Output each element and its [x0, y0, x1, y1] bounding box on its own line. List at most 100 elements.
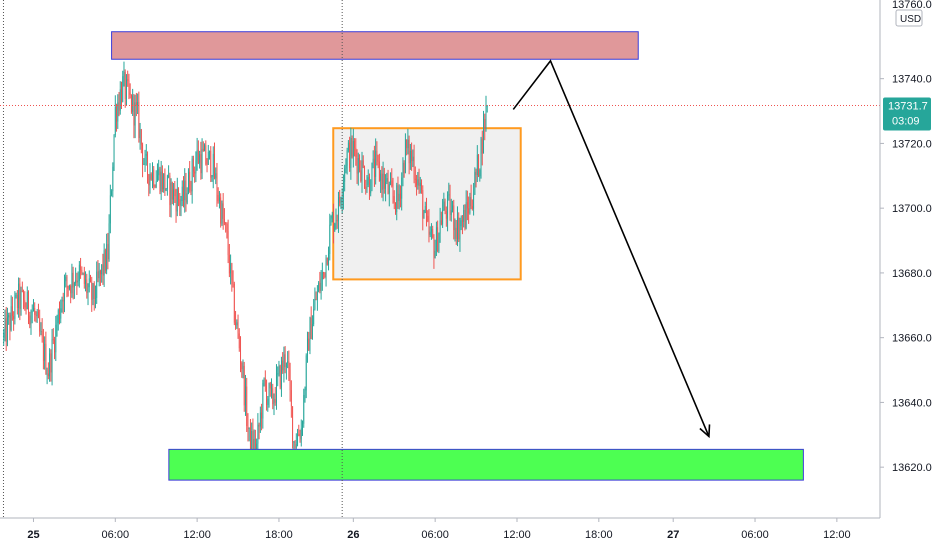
candle-body — [480, 138, 482, 170]
candle-body — [70, 285, 72, 294]
candle-body — [47, 373, 49, 377]
candle-body — [380, 173, 382, 181]
candle-body — [261, 412, 263, 419]
candle-body — [324, 272, 326, 278]
candle-body — [200, 154, 202, 174]
candle-body — [159, 168, 161, 192]
candle-body — [9, 315, 11, 331]
candle-body — [34, 308, 36, 315]
support-zone[interactable] — [168, 448, 804, 481]
candle-body — [409, 150, 411, 164]
candle-body — [391, 180, 393, 187]
candle-body — [99, 270, 101, 275]
candle-body — [96, 271, 98, 298]
candle-body — [331, 214, 333, 219]
candle-body — [106, 244, 108, 271]
candle-body — [98, 270, 100, 279]
projection-arrow[interactable] — [512, 59, 711, 439]
candle-body — [101, 264, 103, 275]
candle-body — [71, 272, 73, 294]
candle-body — [484, 118, 486, 128]
candle-body — [371, 162, 373, 191]
candle-body — [341, 196, 343, 203]
candle-body — [248, 427, 250, 429]
time-axis[interactable]: 25 06:00 12:00 18:00 26 06:00 12:00 18:00 27 06:0… — [0, 517, 932, 550]
projection-line[interactable] — [512, 59, 710, 437]
candle-body — [486, 105, 488, 107]
candle-body — [180, 201, 182, 206]
candle-body — [485, 105, 487, 128]
candle-body — [7, 317, 8, 342]
candle-body — [298, 433, 300, 436]
time-axis-bg — [0, 518, 932, 550]
candle-body — [142, 144, 144, 165]
candle-body — [318, 282, 320, 292]
time-tick-label: 12:00 — [183, 529, 211, 541]
candle-body — [135, 102, 137, 106]
candle-body — [20, 290, 22, 309]
candle-body — [226, 223, 228, 232]
candle-body — [412, 156, 414, 162]
candle-body — [357, 158, 359, 174]
candle-body — [373, 158, 375, 177]
candle-body — [311, 324, 313, 340]
candle-body — [90, 278, 91, 283]
candle-body — [64, 281, 65, 302]
candle-body — [232, 280, 234, 284]
candle-body — [360, 170, 362, 182]
candle-body — [61, 299, 63, 309]
candle-body — [483, 118, 484, 154]
candle-body — [448, 194, 450, 196]
candle-body — [204, 145, 205, 152]
candle-body — [102, 264, 104, 276]
time-tick-label: 26 — [347, 529, 359, 541]
candle-body — [421, 182, 422, 191]
candle-body — [199, 154, 201, 163]
candle-body — [113, 134, 115, 167]
candle-body — [165, 188, 167, 191]
candle-body — [469, 197, 471, 214]
candle-body — [272, 388, 274, 405]
candle-body — [463, 210, 465, 222]
candle-body — [87, 287, 89, 294]
candle-body — [238, 333, 240, 349]
price-tick-label: 13700.0 — [892, 203, 932, 215]
candle-body — [266, 386, 267, 405]
candle-body — [78, 264, 80, 281]
candle-body — [262, 382, 264, 419]
candle-body — [283, 354, 285, 371]
candle-body — [325, 257, 327, 278]
candle-body — [104, 250, 106, 271]
candle-body — [253, 438, 255, 452]
candle-body — [314, 299, 316, 310]
candle-body — [192, 158, 194, 172]
candle-body — [250, 427, 251, 455]
candle-body — [160, 171, 162, 192]
candle-body — [279, 365, 281, 388]
candle-body — [287, 361, 289, 363]
candle-body — [269, 383, 271, 389]
candle-body — [459, 226, 461, 240]
candle-body — [400, 193, 401, 199]
candle-body — [321, 272, 323, 280]
candle-body — [169, 175, 171, 206]
candle-body — [393, 196, 395, 203]
candle-body — [95, 297, 96, 299]
candle-body — [186, 193, 188, 203]
candle-body — [427, 215, 429, 221]
currency-badge[interactable] — [895, 9, 923, 27]
price-axis[interactable]: 13620.0 13640.0 13660.0 13680.0 13700.0 13720… — [879, 0, 932, 550]
candle-body — [407, 139, 409, 149]
candle-body — [50, 353, 52, 373]
candle-body — [148, 174, 150, 186]
candle-body — [309, 317, 311, 351]
candle-body — [432, 229, 434, 238]
candle-body — [201, 148, 203, 174]
candle-body — [290, 390, 292, 407]
candle-body — [263, 378, 265, 383]
resistance-zone[interactable] — [111, 31, 639, 60]
candle-body — [383, 173, 385, 189]
candle-body — [67, 285, 69, 289]
